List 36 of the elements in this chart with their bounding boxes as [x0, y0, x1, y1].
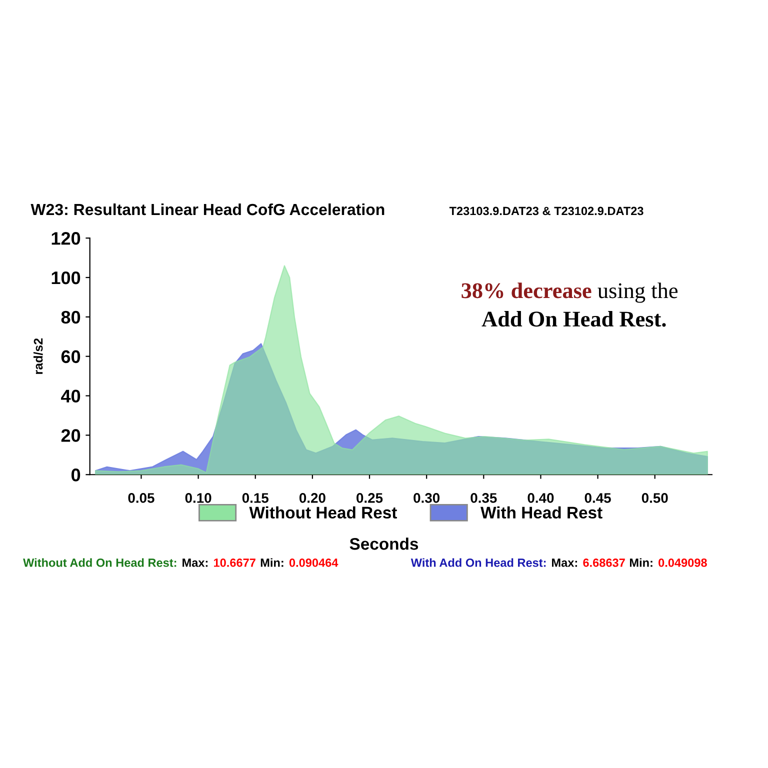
legend-label: Without Head Rest: [249, 506, 397, 519]
y-tick-label: 60: [61, 350, 80, 364]
x-tick-label: 0.35: [470, 493, 497, 503]
y-tick-label: 120: [52, 232, 80, 245]
x-tick-label: 0.20: [299, 493, 326, 503]
text: Min:: [630, 558, 652, 567]
text: Without Add On Head Rest:: [23, 558, 176, 567]
x-tick-label: 0.15: [242, 493, 268, 503]
text: 0.049098: [658, 558, 707, 567]
x-tick-label: 0.10: [185, 493, 212, 503]
annotation: using the: [598, 282, 678, 303]
text: 10.6677: [214, 558, 256, 567]
text: Max:: [552, 558, 577, 567]
x-tick-label: 0.30: [414, 493, 440, 503]
x-tick-label: 0.45: [584, 493, 611, 503]
annotation: 38% decrease: [462, 282, 592, 298]
y-tick-label: 0: [72, 468, 80, 482]
x-tick-label: 0.05: [128, 493, 154, 503]
chart-subtitle: T23103.9.DAT23 & T23102.9.DAT23: [449, 206, 644, 216]
text: Min:: [260, 558, 284, 567]
legend-label: With Head Rest: [480, 506, 602, 519]
annotation: Add On Head Rest.: [482, 310, 666, 327]
x-tick-label: 0.50: [642, 493, 668, 503]
y-axis-title: rad/s2: [34, 338, 43, 374]
text: 0.090464: [289, 558, 338, 567]
x-axis-title: Seconds: [350, 538, 418, 550]
chart-title: W23: Resultant Linear Head CofG Acceleration: [30, 203, 384, 216]
y-tick-label: 20: [61, 429, 80, 442]
x-tick-label: 0.25: [356, 493, 383, 503]
y-tick-label: 100: [52, 271, 80, 284]
text: With Add On Head Rest:: [410, 558, 546, 567]
x-tick-label: 0.40: [528, 493, 554, 503]
text: Max:: [182, 558, 208, 567]
text: 6.68637: [583, 558, 625, 567]
y-tick-label: 80: [61, 310, 80, 324]
y-tick-label: 40: [61, 390, 80, 402]
